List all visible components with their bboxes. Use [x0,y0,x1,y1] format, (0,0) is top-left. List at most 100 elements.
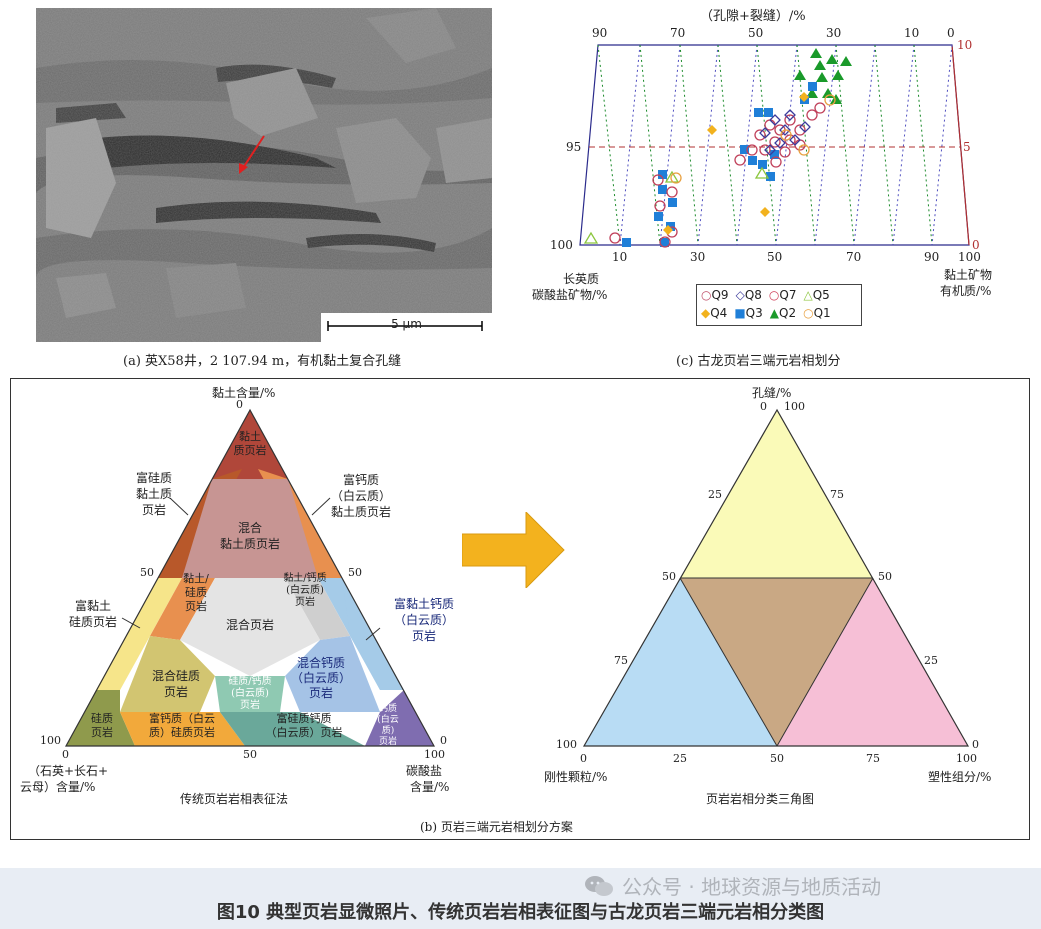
region-label-calc-shale: 钙质 (白云 质) 页岩 [377,704,399,747]
legend-q2: ▲Q2 [769,306,797,320]
region-label-mixed: 混合页岩 [225,618,274,632]
rigid-axis-label: 刚性颗粒/% [544,770,608,784]
q1-marker-icon: ○ [803,306,814,320]
callout-line [365,627,381,641]
panel-a-caption: (a) 英X58井，2 107.94 m，有机黏土复合孔缝 [123,354,402,369]
top-tick-70: 70 [670,26,686,40]
clay-top-value: 0 [236,398,243,411]
q4-marker-icon: ◆ [701,306,711,320]
callout-calc-rich-clay: 富钙质 （白云质） 黏土质页岩 [330,473,391,519]
classification-ternary [582,408,970,747]
callout-siliceous-rich-clay: 富硅质 黏土质 页岩 [135,471,172,517]
region-label-siliceous: 硅质 页岩 [91,712,113,739]
right-triangle-title: 页岩岩相分类三角图 [706,792,815,806]
bottom-tick-30: 30 [690,250,706,264]
mid-left-50: 50 [662,570,676,583]
right-axis-label-1: 黏土矿物 [944,268,993,282]
callout-line [169,497,189,516]
top-tick-50: 50 [748,26,764,40]
panel-c-caption: (c) 古龙页岩三端元岩相划分 [676,354,841,369]
callout-line [311,497,331,516]
region-label-siliceous-rich-calc: 富硅质钙质 （白云质）页岩 [265,712,343,739]
left-axis-label-2: 碳酸盐矿物/% [532,288,608,302]
callout-line [121,617,141,629]
footer-bar [0,868,1041,929]
sem-image [36,8,492,342]
legend-q7: ○Q7 [768,288,797,302]
region-mixed [180,578,320,676]
mid-right-50: 50 [878,570,892,583]
bottom-tick-10: 10 [612,250,628,264]
panel-b-frame [10,378,1030,840]
quartz-label-1: （石英+长石+ [28,764,109,778]
region-label-clay-shale: 黏土 质页岩 [233,430,267,457]
bottom-tick-50: 50 [243,748,257,761]
quartz-label-2: 云母）含量/% [20,780,96,794]
bottom-tick-70: 70 [846,250,862,264]
watermark: 公众号 · 地球资源与地质活动 [584,871,881,900]
carbonate-label-1: 碳酸盐 [406,764,443,778]
data-markers [583,48,852,248]
q7-marker-icon: ○ [768,288,780,302]
bottom-left-value: 100 [40,734,61,747]
legend-q1: ○Q1 [803,306,831,320]
series-q1 [670,94,836,184]
panel-c-plot [579,44,970,248]
traditional-ternary [64,408,436,747]
bottom-tick-90: 90 [924,250,940,264]
region-label-calc-rich-siliceous: 富钙质（白云 质）硅质页岩 [149,712,215,739]
region-label-mixed-siliceous: 混合硅质 页岩 [151,669,200,699]
region-clay-calc [285,578,350,640]
region-calc-shale [365,690,434,746]
clay-mid-left: 50 [140,566,154,579]
r-bottom-tick-0: 0 [580,752,587,765]
series-q8 [759,109,811,156]
series-q3 [622,82,817,247]
pores-top-right: 100 [784,400,805,413]
series-q5 [583,166,770,244]
region-mixed-clay [182,479,318,578]
top-tick-10: 10 [904,26,920,40]
right-tick-0: 0 [972,238,980,252]
legend-q9: ○Q9 [701,288,729,302]
left-triangle-title: 传统页岩岩相表征法 [180,792,289,806]
series-q4 [663,92,809,235]
pores-axis-title: 孔缝/% [752,386,792,400]
clay-axis-title: 黏土含量/% [212,386,276,400]
legend-q8: ◇Q8 [735,288,762,302]
q8-marker-icon: ◇ [735,288,745,302]
region-clay-shale [212,410,288,479]
panel-b-caption: (b) 页岩三端元岩相划分方案 [420,820,573,834]
region-label-mixed-calc: 混合钙质 （白云质） 页岩 [290,656,351,700]
q3-marker-icon: ■ [734,306,746,320]
guide-lines [597,44,953,246]
r-bottom-tick-75: 75 [866,752,880,765]
region-clay-siliceous [150,578,215,640]
scale-bar-label: 5 μm [391,317,422,331]
figure-title: 图10 典型页岩显微照片、传统页岩岩相表征图与古龙页岩三端元岩相分类图 [216,902,825,923]
callout-rich-clay-siliceous: 富黏土 硅质页岩 [68,599,117,629]
r-bottom-tick-25: 25 [673,752,687,765]
left-75: 75 [614,654,628,667]
clay-mid-right: 50 [348,566,362,579]
watermark-text: 公众号 · 地球资源与地质活动 [622,875,882,899]
left-tick-100: 100 [550,238,573,252]
bottom-tick-100: 100 [424,748,445,761]
region-siliceous-rich-calc [220,712,365,746]
legend-q5: △Q5 [803,288,830,302]
left-25: 25 [708,488,722,501]
region-label-clay-calc: 黏土/钙质 (白云质) 页岩 [283,573,327,608]
sem-micrograph: 5 μm [36,8,492,342]
right-tick-5: 5 [963,140,971,154]
bottom-tick-100: 100 [958,250,981,264]
region-rigid [584,578,777,746]
region-siliceous-calc [215,676,285,712]
left-axis-label-1: 长英质 [563,272,600,286]
region-siliceous-shale [66,690,135,746]
region-plastic [777,578,968,746]
region-label-mixed-clay: 混合 黏土质页岩 [219,521,280,551]
left-tick-95: 95 [566,140,582,154]
triangle-outline [64,408,436,747]
r-bottom-tick-50: 50 [770,752,784,765]
right-25: 25 [924,654,938,667]
